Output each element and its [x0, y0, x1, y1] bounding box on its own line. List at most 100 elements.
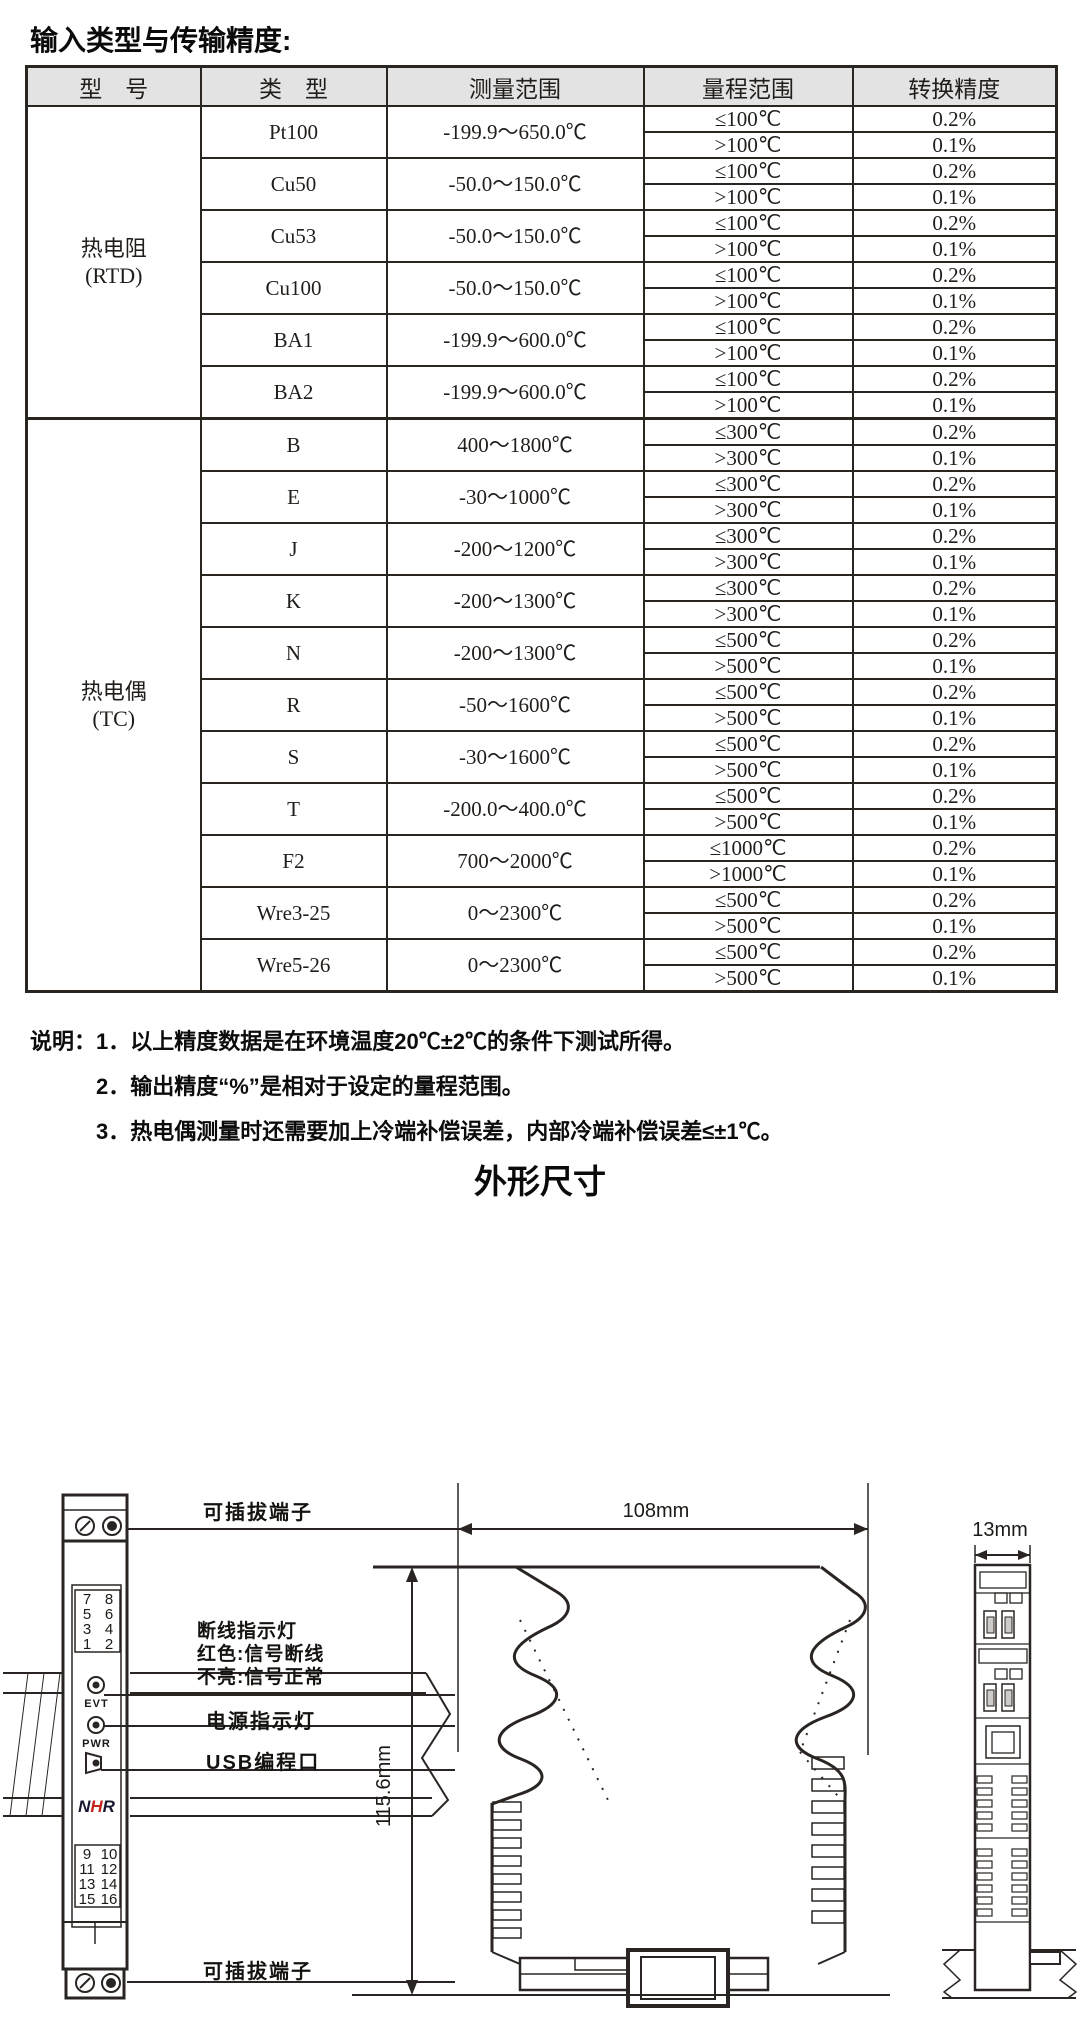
break-indicator-title: 断线指示灯 — [197, 1621, 298, 1642]
accuracy-cell: 0.2% — [851, 626, 1058, 654]
measure-range-cell: -199.9～650.0℃ — [385, 105, 645, 159]
leader-lines — [101, 1528, 458, 1983]
span-range-cell: ≤100℃ — [642, 261, 854, 289]
terminal-number: 12 — [100, 1861, 118, 1878]
span-range-cell: ≤300℃ — [642, 522, 854, 550]
terminal-number: 1 — [82, 1636, 92, 1653]
span-range-cell: >1000℃ — [642, 860, 854, 888]
span-range-cell: ≤1000℃ — [642, 834, 854, 862]
accuracy-cell: 0.2% — [851, 313, 1058, 341]
logo-letter-r: R — [102, 1797, 115, 1816]
model-group-cell: 热电阻 (RTD) — [25, 105, 202, 420]
accuracy-cell: 0.1% — [851, 548, 1058, 576]
accuracy-cell: 0.2% — [851, 886, 1058, 914]
span-range-cell: ≤100℃ — [642, 157, 854, 185]
measure-range-cell: 400～1800℃ — [385, 417, 645, 472]
terminal-number: 2 — [104, 1636, 114, 1653]
spec-table-header: 型 号类 型测量范围 量程范围 转换精度 — [25, 65, 1058, 107]
type-cell: N — [199, 626, 388, 680]
end-view-drawing — [942, 1545, 1078, 1999]
accuracy-cell: 0.2% — [851, 157, 1058, 185]
accuracy-cell: 0.2% — [851, 105, 1058, 133]
type-cell: K — [199, 574, 388, 628]
accuracy-cell: 0.1% — [851, 183, 1058, 211]
span-range-cell: >300℃ — [642, 496, 854, 524]
accuracy-cell: 0.2% — [851, 470, 1058, 498]
type-cell: S — [199, 730, 388, 784]
column-header: 类 型 — [199, 65, 388, 107]
accuracy-cell: 0.2% — [851, 209, 1058, 237]
span-range-cell: ≤500℃ — [642, 678, 854, 706]
span-range-cell: >500℃ — [642, 704, 854, 732]
span-range-cell: ≤500℃ — [642, 938, 854, 966]
measure-range-cell: 0～2300℃ — [385, 886, 645, 940]
spec-table: 型 号类 型测量范围 量程范围 转换精度 热电阻 (RTD) Pt100 -199.9～6… — [25, 65, 1058, 993]
span-range-cell: >100℃ — [642, 287, 854, 315]
column-header: 量程范围 — [642, 65, 854, 107]
type-cell: Cu100 — [199, 261, 388, 315]
model-subname: (RTD) — [85, 263, 143, 288]
span-range-cell: >100℃ — [642, 339, 854, 367]
type-cell: BA1 — [199, 313, 388, 367]
measure-range-cell: -50.0～150.0℃ — [385, 209, 645, 263]
accuracy-cell: 0.2% — [851, 261, 1058, 289]
column-header: 型 号 — [25, 65, 202, 107]
model-name: 热电阻 — [80, 236, 147, 261]
span-range-cell: ≤500℃ — [642, 626, 854, 654]
terminal-number: 4 — [104, 1621, 114, 1638]
span-range-cell: >500℃ — [642, 808, 854, 836]
span-range-cell: >300℃ — [642, 548, 854, 576]
terminal-number: 15 — [78, 1891, 96, 1908]
accuracy-cell: 0.2% — [851, 782, 1058, 810]
terminal-number: 10 — [100, 1846, 118, 1863]
measure-range-cell: 700～2000℃ — [385, 834, 645, 888]
bottom-terminal-numbers: 9 10 11 12 13 14 15 16 — [76, 1847, 120, 1907]
measure-range-cell: -30～1600℃ — [385, 730, 645, 784]
accuracy-cell: 0.1% — [851, 600, 1058, 628]
measure-range-cell: -200.0～400.0℃ — [385, 782, 645, 836]
accuracy-cell: 0.2% — [851, 574, 1058, 602]
type-cell: Cu53 — [199, 209, 388, 263]
top-terminal-label: 可插拔端子 — [203, 1502, 313, 1524]
power-indicator-label: 电源指示灯 — [206, 1711, 316, 1733]
measure-range-cell: -200～1300℃ — [385, 574, 645, 628]
outline-drawings: 可插拔端子 断线指示灯 红色:信号断线 不亮:信号正常 电源指示灯 USB编程口… — [0, 1152, 1080, 2032]
usb-port-label: USB编程口 — [206, 1752, 321, 1774]
height-dimension: 115.6mm — [373, 1745, 395, 1827]
accuracy-cell: 0.2% — [851, 522, 1058, 550]
notes-section: 说明：1．以上精度数据是在环境温度20℃±2℃的条件下测试所得。 2．输出精度“… — [30, 1019, 1080, 1154]
span-range-cell: ≤100℃ — [642, 313, 854, 341]
type-cell: E — [199, 470, 388, 524]
note-item: 1．以上精度数据是在环境温度20℃±2℃的条件下测试所得。 — [96, 1029, 686, 1054]
page-title: 输入类型与传输精度: — [30, 25, 292, 56]
dimension-drawing-svg — [3, 1483, 1078, 2008]
measure-range-cell: -50.0～150.0℃ — [385, 157, 645, 211]
accuracy-cell: 0.2% — [851, 417, 1058, 446]
model-subname: (TC) — [92, 706, 136, 731]
break-indicator-label: 断线指示灯 红色:信号断线 不亮:信号正常 — [197, 1620, 324, 1689]
terminal-number: 14 — [100, 1876, 118, 1893]
type-cell: Cu50 — [199, 157, 388, 211]
terminal-number: 8 — [104, 1591, 114, 1608]
front-view-drawing — [61, 1493, 129, 2000]
span-range-cell: ≤300℃ — [642, 574, 854, 602]
note-line-3: 3．热电偶测量时还需要加上冷端补偿误差，内部冷端补偿误差≤±1℃。 — [96, 1119, 783, 1144]
span-range-cell: ≤300℃ — [642, 470, 854, 498]
side-view-drawing — [352, 1483, 890, 2008]
span-range-cell: >100℃ — [642, 183, 854, 211]
bottom-terminal-label: 可插拔端子 — [203, 1961, 313, 1983]
measure-range-cell: -199.9～600.0℃ — [385, 365, 645, 420]
accuracy-cell: 0.2% — [851, 365, 1058, 393]
model-group-cell: 热电偶 (TC) — [25, 417, 202, 993]
din-rail-left-drawing — [3, 1672, 63, 1817]
terminal-number: 7 — [82, 1591, 92, 1608]
type-cell: B — [199, 417, 388, 472]
depth-dimension: 13mm — [972, 1519, 1028, 1541]
terminal-number: 6 — [104, 1606, 114, 1623]
span-range-cell: >500℃ — [642, 912, 854, 940]
terminal-number: 16 — [100, 1891, 118, 1908]
span-range-cell: >100℃ — [642, 131, 854, 159]
measure-range-cell: -30～1000℃ — [385, 470, 645, 524]
